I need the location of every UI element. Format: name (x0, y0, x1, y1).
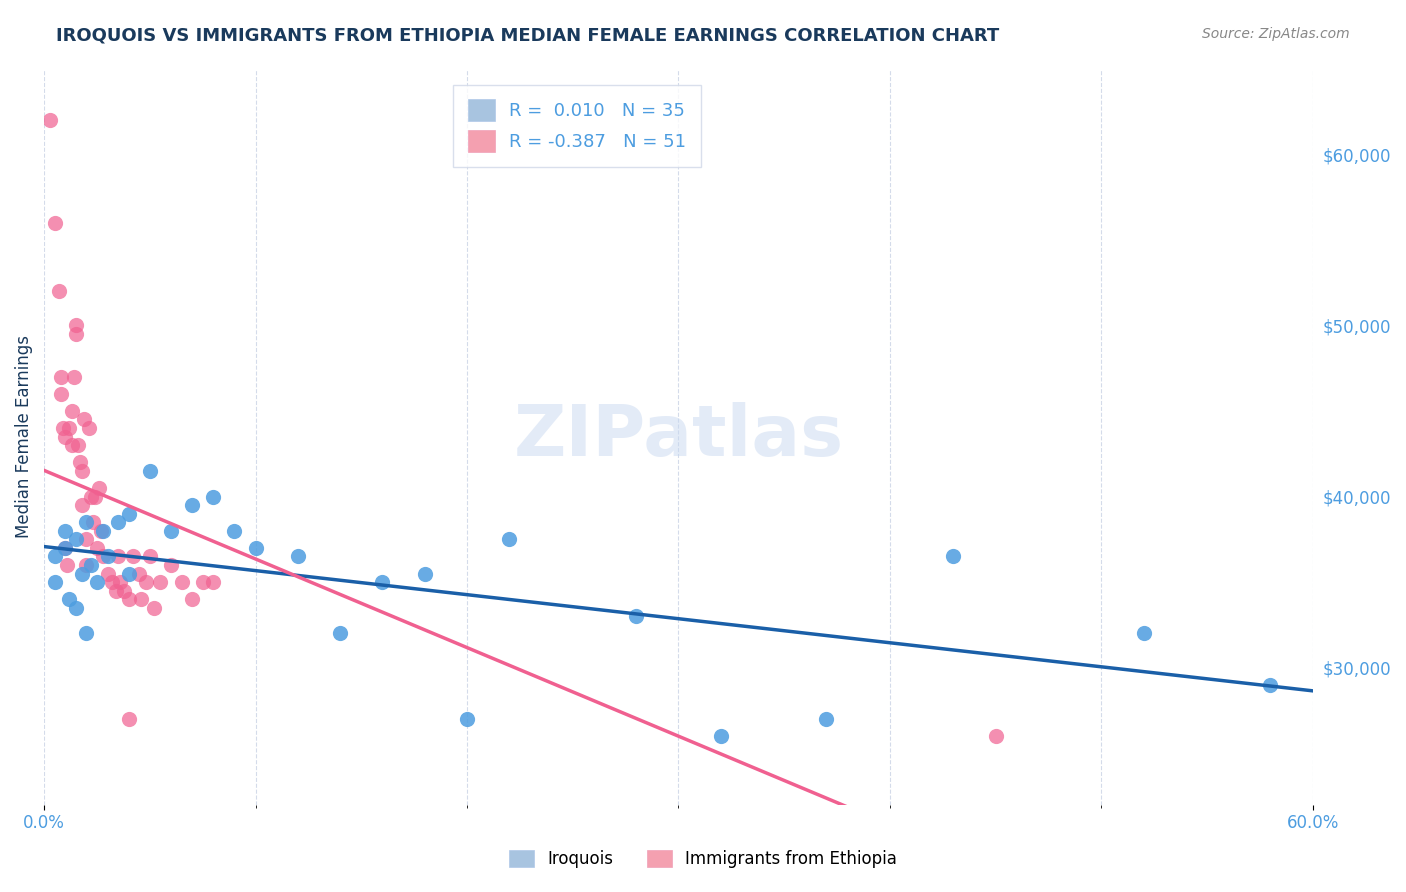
Point (815, 712, 838, 726)
Point (984, 729, 1007, 743)
Point (135, 575, 157, 590)
Point (70, 464, 93, 478)
Point (139, 464, 162, 478)
Point (149, 575, 172, 590)
Point (498, 533, 520, 547)
Point (224, 524, 246, 538)
Point (58, 592, 80, 607)
Point (91, 549, 114, 564)
Point (114, 583, 136, 598)
Point (191, 575, 214, 590)
Point (118, 592, 141, 607)
Point (170, 575, 193, 590)
Point (65, 318, 87, 333)
Point (49, 369, 72, 384)
Point (131, 592, 153, 607)
Point (710, 729, 733, 743)
Text: IROQUOIS VS IMMIGRANTS FROM ETHIOPIA MEDIAN FEMALE EARNINGS CORRELATION CHART: IROQUOIS VS IMMIGRANTS FROM ETHIOPIA MED… (56, 27, 1000, 45)
Point (70, 498, 93, 512)
Point (160, 558, 183, 572)
Point (942, 549, 965, 564)
Point (69, 455, 91, 469)
Point (202, 575, 225, 590)
Point (96, 549, 118, 564)
Point (65, 533, 87, 547)
Point (122, 549, 145, 564)
Text: ZIPatlas: ZIPatlas (513, 402, 844, 471)
Point (60, 438, 83, 452)
Point (82, 515, 104, 529)
Point (52, 421, 75, 435)
Point (413, 566, 436, 581)
Point (39, 112, 62, 127)
Point (77, 421, 100, 435)
Point (75, 626, 97, 640)
Point (62, 369, 84, 384)
Point (287, 549, 309, 564)
Point (60, 404, 83, 418)
Point (56, 558, 79, 572)
Point (100, 575, 122, 590)
Point (87, 481, 110, 495)
Point (118, 712, 141, 726)
Point (105, 583, 128, 598)
Point (181, 592, 204, 607)
Point (118, 566, 141, 581)
Point (58, 421, 80, 435)
Point (245, 541, 267, 555)
Point (44, 549, 66, 564)
Point (90, 524, 112, 538)
Point (139, 549, 162, 564)
Point (107, 515, 129, 529)
Point (86, 541, 108, 555)
Point (44, 216, 66, 230)
Point (75, 515, 97, 529)
Y-axis label: Median Female Earnings: Median Female Earnings (15, 335, 32, 538)
Point (624, 609, 647, 624)
Point (86, 575, 108, 590)
Point (202, 490, 225, 504)
Point (143, 600, 166, 615)
Point (118, 507, 141, 521)
Point (44, 575, 66, 590)
Point (83, 490, 105, 504)
Point (53, 429, 76, 443)
Point (456, 712, 478, 726)
Point (75, 533, 97, 547)
Point (65, 600, 87, 615)
Point (371, 575, 394, 590)
Point (91, 524, 114, 538)
Point (53, 541, 76, 555)
Point (79, 558, 101, 572)
Legend: R =  0.010   N = 35, R = -0.387   N = 51: R = 0.010 N = 35, R = -0.387 N = 51 (453, 85, 700, 167)
Point (75, 558, 97, 572)
Point (49, 386, 72, 401)
Text: Source: ZipAtlas.com: Source: ZipAtlas.com (1202, 27, 1350, 41)
Point (48, 284, 70, 298)
Legend: Iroquois, Immigrants from Ethiopia: Iroquois, Immigrants from Ethiopia (502, 843, 904, 875)
Point (79, 490, 101, 504)
Point (181, 498, 204, 512)
Point (53, 541, 76, 555)
Point (1260, 678, 1282, 692)
Point (53, 524, 76, 538)
Point (110, 575, 132, 590)
Point (65, 326, 87, 341)
Point (1132, 626, 1154, 640)
Point (96, 566, 118, 581)
Point (160, 524, 183, 538)
Point (329, 626, 352, 640)
Point (70, 566, 93, 581)
Point (107, 549, 129, 564)
Point (128, 566, 150, 581)
Point (73, 412, 96, 426)
Point (66, 438, 89, 452)
